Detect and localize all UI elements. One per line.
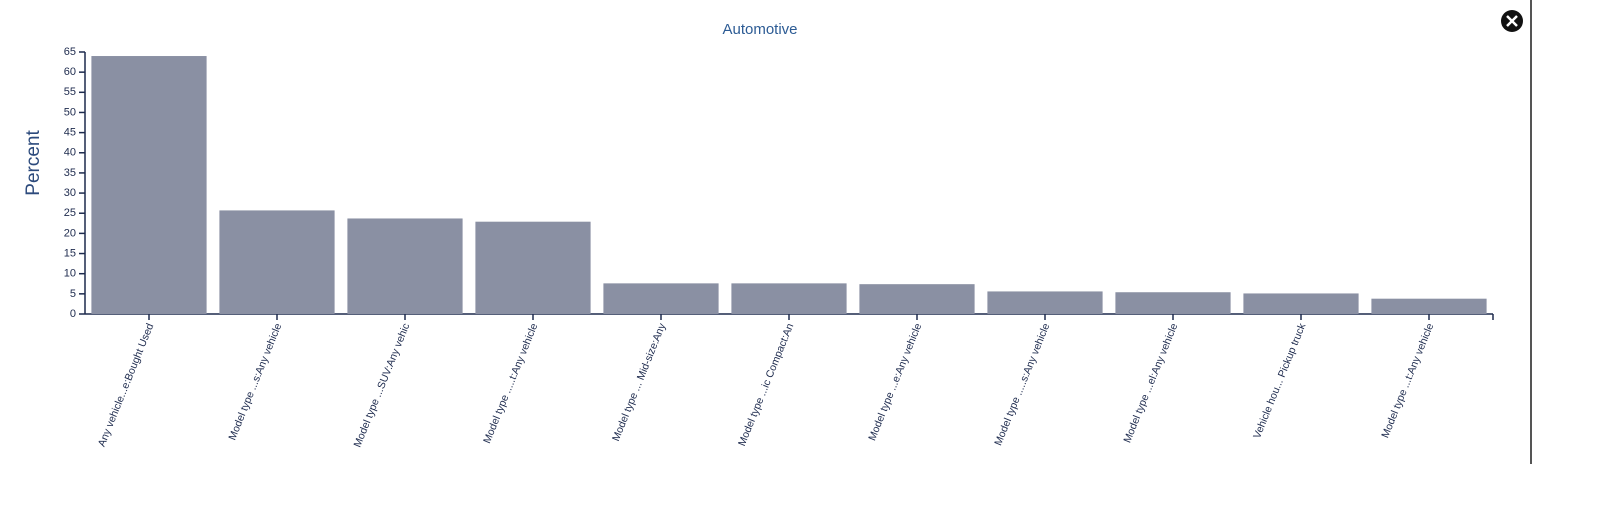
y-tick-label: 25: [64, 207, 76, 219]
close-x[interactable]: [1506, 15, 1518, 27]
bar: [987, 291, 1103, 314]
x-tick-label: Model type ...s:Any vehicle: [226, 322, 284, 442]
bar: [1371, 298, 1487, 314]
y-tick-label: 45: [64, 127, 76, 139]
y-tick-label: 55: [64, 86, 76, 98]
y-tick-label: 50: [64, 106, 76, 118]
bar: [1115, 292, 1231, 314]
chart-title: Automotive: [722, 21, 797, 38]
x-tick-label: Model type .....t:Any vehicle: [481, 322, 540, 446]
bar: [91, 56, 207, 315]
y-tick-label: 20: [64, 227, 76, 239]
x-tick-label: Model type ...ic Compact:An: [736, 322, 796, 448]
x-tick-label: Model type ...e:Any vehicle: [866, 322, 924, 443]
x-tick-label: Model type .....s:Any vehicle: [992, 322, 1052, 448]
bar: [475, 221, 591, 314]
y-tick-label: 60: [64, 66, 76, 78]
x-tick-label: Model type ...t:Any vehicle: [1379, 322, 1436, 440]
bar: [219, 210, 335, 314]
x-tick-label: Any vehicle...e:Bought Used: [96, 322, 157, 449]
close-button[interactable]: [1501, 10, 1523, 32]
y-tick-label: 40: [64, 147, 76, 159]
x-tick-label: Model type ... Mid-size:Any: [610, 321, 669, 443]
x-tick-label: Vehicle hou... Pickup truck: [1251, 321, 1309, 440]
x-tick-label: Model type ...SUV:Any vehic: [352, 322, 413, 450]
x-tick-label: Model type ...el:Any vehicle: [1121, 322, 1180, 445]
y-tick-label: 10: [64, 268, 76, 280]
y-tick-label: 5: [70, 288, 76, 300]
bar: [347, 218, 463, 314]
bar: [1243, 293, 1359, 314]
y-tick-label: 65: [64, 46, 76, 58]
bar: [859, 284, 975, 314]
y-tick-label: 35: [64, 167, 76, 179]
bar: [731, 283, 847, 314]
y-tick-label: 30: [64, 187, 76, 199]
y-axis-label: Percent: [23, 130, 44, 196]
y-tick-label: 0: [70, 308, 76, 320]
bar: [603, 283, 719, 314]
y-tick-label: 15: [64, 247, 76, 259]
